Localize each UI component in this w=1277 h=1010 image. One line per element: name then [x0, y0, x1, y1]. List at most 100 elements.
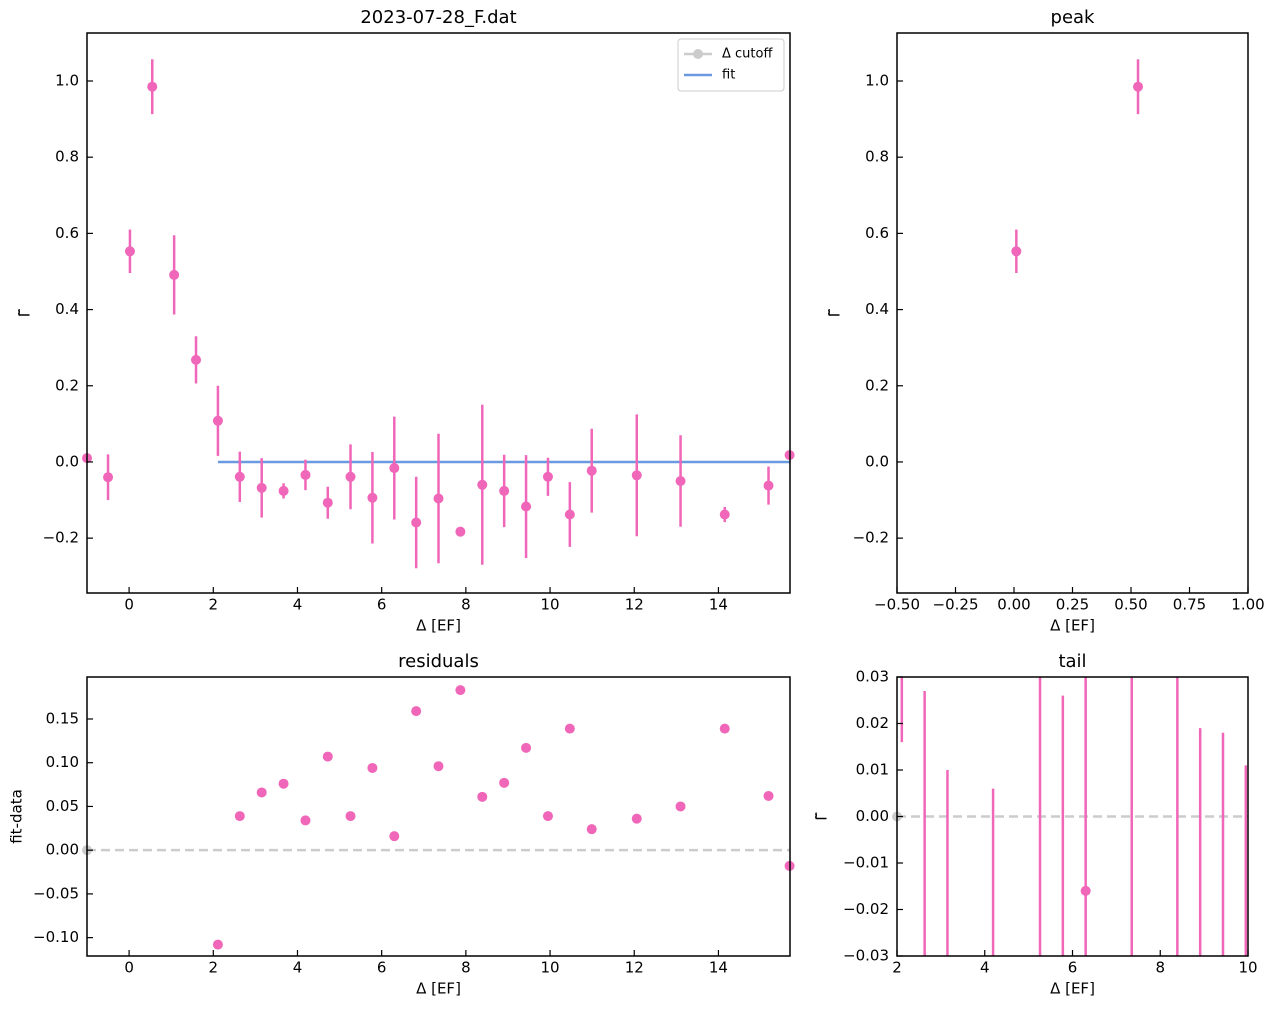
point [1035, 993, 1045, 1003]
point [322, 497, 333, 508]
point [433, 761, 444, 772]
y-tick-label: 0.10 [46, 753, 79, 771]
chart-title: peak [1051, 7, 1096, 28]
point [234, 471, 245, 482]
y-tick-label: 0.00 [856, 807, 889, 825]
point [212, 939, 223, 950]
legend-label: fit [722, 68, 735, 83]
point [455, 526, 466, 537]
x-tick-label: 8 [461, 959, 471, 977]
x-tick-label: 4 [980, 959, 990, 977]
x-tick-label: 0.25 [1056, 596, 1089, 614]
legend-label: Δ cutoff [722, 47, 773, 62]
x-tick-label: 8 [1155, 959, 1165, 977]
x-tick-label: −0.25 [933, 596, 979, 614]
x-tick-label: 10 [541, 596, 560, 614]
point [411, 517, 422, 528]
y-tick-label: −0.02 [843, 900, 889, 918]
x-tick-label: −0.50 [874, 596, 920, 614]
x-axis-label: Δ [EF] [416, 617, 461, 635]
y-tick-label: 0.03 [856, 668, 889, 686]
axes-frame [86, 32, 791, 594]
point [521, 742, 532, 753]
point [988, 970, 998, 980]
point [499, 485, 510, 496]
x-tick-label: 10 [1238, 959, 1257, 977]
point [411, 706, 422, 717]
plot-area [82, 59, 795, 569]
point [564, 509, 575, 520]
point [367, 762, 378, 773]
point [675, 801, 686, 812]
y-tick-label: 0.00 [46, 841, 79, 859]
x-tick-label: 8 [461, 596, 471, 614]
y-tick-label: −0.05 [33, 884, 79, 902]
y-tick-label: 0.0 [55, 452, 79, 470]
point [631, 813, 642, 824]
point [897, 309, 907, 319]
point [124, 246, 135, 257]
point [477, 791, 488, 802]
y-tick-label: 0.4 [55, 300, 79, 318]
point [1133, 81, 1144, 92]
x-tick-label: 2 [209, 596, 219, 614]
point [521, 501, 532, 512]
legend-marker [693, 49, 703, 59]
x-axis-label: Δ [EF] [1050, 980, 1095, 998]
point [920, 993, 930, 1003]
point [1011, 246, 1022, 257]
x-tick-label: 4 [293, 596, 303, 614]
y-tick-label: 0.2 [55, 376, 79, 394]
point [631, 470, 642, 481]
y-tick-label: 0.6 [865, 224, 889, 242]
point [719, 723, 730, 734]
point [300, 815, 311, 826]
y-tick-label: 0.05 [46, 797, 79, 815]
y-tick-label: 1.0 [865, 72, 889, 90]
x-tick-label: 0 [124, 596, 134, 614]
axes-frame [86, 676, 791, 957]
y-tick-label: 0.0 [865, 452, 889, 470]
chart-title: tail [1058, 651, 1086, 672]
x-tick-label: 4 [293, 959, 303, 977]
y-tick-label: −0.2 [853, 529, 889, 547]
point [675, 476, 686, 486]
point [256, 787, 267, 798]
x-tick-label: 6 [377, 959, 387, 977]
point [389, 463, 400, 474]
point [389, 831, 400, 842]
point [564, 723, 575, 734]
x-tick-label: 0.00 [997, 596, 1030, 614]
y-tick-label: 0.2 [865, 376, 889, 394]
point [212, 415, 223, 426]
point [477, 479, 488, 490]
x-tick-label: 6 [377, 596, 387, 614]
point [169, 269, 180, 280]
point [542, 471, 553, 482]
x-tick-label: 12 [625, 959, 644, 977]
y-tick-label: 0.8 [865, 148, 889, 166]
point [586, 824, 597, 835]
point [322, 751, 333, 762]
plot-area [1011, 59, 1144, 273]
point [499, 777, 510, 788]
point [542, 811, 553, 822]
legend-box [677, 38, 785, 92]
y-tick-label: 1.0 [55, 72, 79, 90]
x-tick-label: 2 [892, 959, 902, 977]
y-tick-label: −0.10 [33, 928, 79, 946]
point [103, 472, 114, 483]
x-axis-label: Δ [EF] [416, 980, 461, 998]
point [278, 485, 289, 496]
point [345, 471, 356, 482]
y-axis-label: Γ̃ [16, 308, 34, 317]
x-tick-label: 1.00 [1231, 596, 1264, 614]
point [763, 480, 774, 491]
y-tick-label: 0.4 [865, 300, 889, 318]
point [278, 778, 289, 789]
x-axis-label: Δ [EF] [1050, 617, 1095, 635]
point [1080, 885, 1091, 896]
x-tick-label: 0 [124, 959, 134, 977]
point [433, 493, 444, 504]
